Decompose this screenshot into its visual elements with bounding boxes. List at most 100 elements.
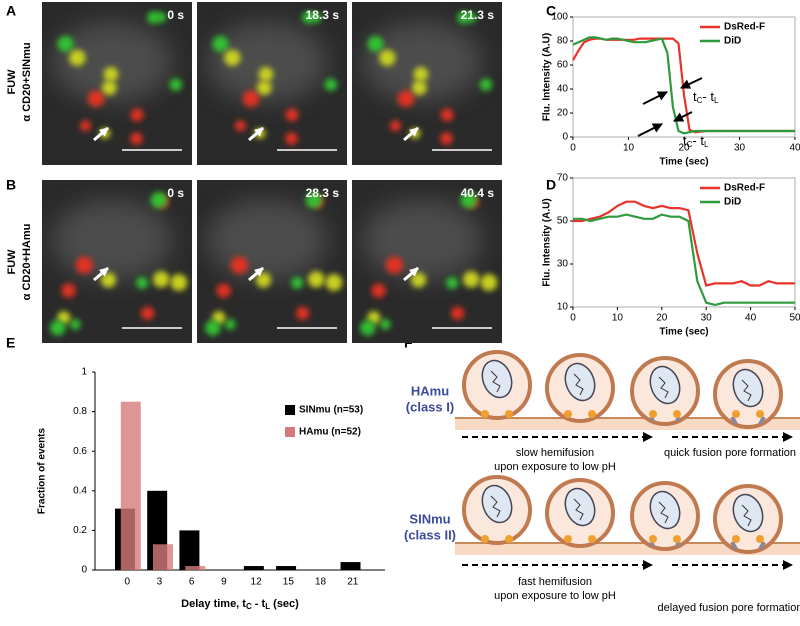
- fusion-loop: [481, 535, 489, 543]
- haze: [52, 200, 172, 280]
- y-tick-label: 50: [557, 216, 569, 227]
- fusion-protein: [758, 541, 766, 550]
- micrograph-content: [197, 180, 347, 343]
- fusion-loop: [564, 410, 572, 418]
- x-tick-label: 20: [678, 143, 690, 154]
- arrow: [403, 126, 419, 142]
- fusion-protein: [675, 541, 681, 547]
- y-tick-label: 0: [562, 132, 568, 143]
- y-tick-label: 60: [557, 60, 569, 71]
- panel-label: A: [6, 3, 16, 19]
- annotation-arrow: [637, 123, 663, 137]
- haze: [362, 200, 482, 280]
- line-series: [573, 213, 795, 307]
- y-tick-label: 30: [557, 259, 569, 270]
- legend-label: DiD: [724, 36, 741, 47]
- arrow: [248, 266, 264, 282]
- micrograph: 0 s: [42, 2, 192, 165]
- x-tick-label: 6: [189, 577, 195, 588]
- spot: [325, 273, 343, 291]
- panel-label: C: [546, 3, 556, 19]
- spot: [130, 108, 144, 122]
- spot: [100, 272, 117, 288]
- x-tick-label: 30: [734, 143, 746, 154]
- spot: [75, 256, 94, 274]
- row-label: FUW: [6, 249, 18, 275]
- bar: [153, 544, 173, 570]
- line-series: [573, 200, 795, 287]
- x-tick-label: 18: [315, 577, 327, 588]
- step-text: delayed fusion pore formation: [658, 602, 800, 614]
- capsid: [649, 365, 681, 405]
- text-part: C: [687, 140, 693, 149]
- plot-frame: [572, 16, 796, 138]
- spot: [169, 78, 183, 91]
- x-tick-label: 0: [570, 313, 576, 324]
- spot: [224, 49, 241, 67]
- time-label: 18.3 s: [306, 8, 340, 22]
- y-tick-label: 40: [557, 84, 569, 95]
- y-tick-label: 80: [557, 36, 569, 47]
- spot: [307, 271, 325, 288]
- capsid: [481, 484, 513, 524]
- spot: [234, 120, 246, 132]
- spot: [462, 271, 480, 288]
- annotation-arrow: [642, 91, 668, 105]
- spot: [205, 320, 221, 336]
- y-axis-label: Fraction of events: [37, 428, 48, 515]
- spot: [324, 78, 338, 91]
- x-tick-label: 40: [745, 313, 757, 324]
- spot: [285, 132, 298, 145]
- genome: [741, 504, 752, 527]
- row-label: FUW: [6, 69, 18, 95]
- x-tick-label: 21: [347, 577, 359, 588]
- time-label: 0 s: [167, 186, 184, 200]
- micrograph: 0 s: [42, 180, 192, 343]
- y-tick-label: 0.4: [73, 485, 87, 496]
- y-tick-label: 0: [81, 565, 87, 576]
- spot: [367, 35, 384, 52]
- spot: [79, 120, 91, 132]
- spot: [397, 90, 415, 108]
- spot: [136, 276, 149, 289]
- spot: [296, 306, 310, 320]
- capsid: [564, 487, 596, 527]
- genome: [573, 373, 584, 396]
- spot: [256, 80, 272, 96]
- spot: [152, 271, 170, 288]
- arrow: [93, 266, 109, 282]
- spot: [411, 80, 427, 96]
- time-label: 0 s: [167, 8, 184, 22]
- text-part: (sec): [270, 598, 299, 610]
- spot: [130, 132, 143, 145]
- spot: [291, 276, 304, 289]
- legend-swatch: [285, 427, 295, 437]
- plot-frame: [572, 177, 796, 308]
- spot: [413, 66, 429, 82]
- spot: [285, 108, 299, 122]
- x-tick-label: 10: [612, 313, 624, 324]
- x-tick-label: 40: [789, 143, 800, 154]
- line-series: [572, 36, 795, 135]
- capsid: [732, 368, 764, 408]
- panel-label: E: [6, 335, 15, 351]
- text-part: C: [697, 96, 703, 105]
- x-axis-label: Time (sec): [659, 327, 708, 338]
- fusion-loop: [673, 535, 681, 543]
- legend-label: DsRed-F: [724, 183, 765, 194]
- spot: [155, 12, 167, 23]
- diagram: HAmu (class I) SINmu (class II) slow hem…: [404, 350, 800, 614]
- text-part: - t: [252, 598, 266, 610]
- arrow: [93, 126, 109, 142]
- x-tick-label: 0: [124, 577, 130, 588]
- haze: [362, 22, 482, 102]
- micrograph-content: [197, 2, 347, 165]
- x-tick-label: 30: [701, 313, 713, 324]
- text-part: - t: [692, 133, 704, 148]
- fusion-loop: [564, 535, 572, 543]
- micrograph-content: [352, 180, 502, 343]
- micrograph-content: [42, 180, 192, 343]
- annotation-arrow: [673, 111, 693, 122]
- protein-class: (class I): [406, 399, 454, 414]
- membrane: [455, 418, 800, 430]
